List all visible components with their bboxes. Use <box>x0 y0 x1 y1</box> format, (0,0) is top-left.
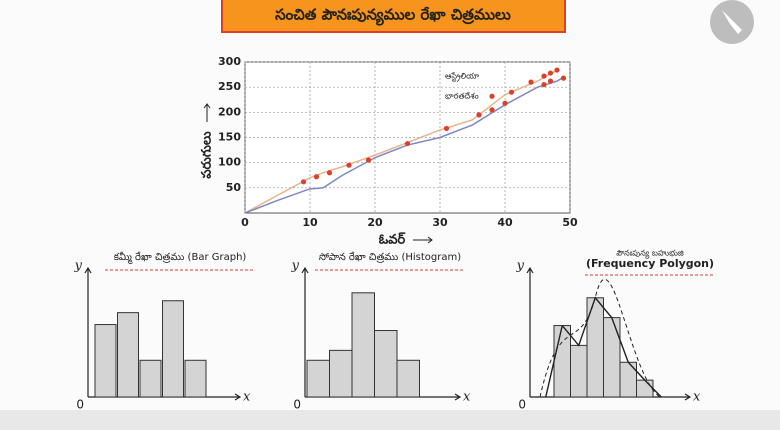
slide-title: సంచిత పౌనఃపున్యముల రేఖా చిత్రములు <box>275 6 511 27</box>
histogram-bar <box>329 349 353 398</box>
wicket-marker <box>554 67 560 73</box>
bar <box>184 359 207 398</box>
polygon-ends <box>545 325 662 398</box>
axes <box>526 266 692 401</box>
chart-subtitle: (Frequency Polygon) <box>586 257 714 270</box>
title-box <box>221 0 566 33</box>
logo-mark <box>722 10 742 34</box>
plot-area <box>244 61 571 214</box>
histogram-bar <box>306 359 330 398</box>
x-axis-label: x <box>463 390 471 405</box>
bar <box>94 324 117 398</box>
wicket-marker <box>489 93 495 99</box>
x-axis-label: x <box>693 390 701 405</box>
x-tick-label: 0 <box>241 216 249 229</box>
histogram-bar <box>619 361 637 398</box>
polygon-line <box>561 296 646 381</box>
wicket-marker <box>541 82 547 88</box>
histogram-bar <box>570 344 588 398</box>
histogram-bar <box>374 330 398 398</box>
legend-label: భారతదేశం <box>445 92 479 101</box>
x-tick-label: 20 <box>367 216 383 229</box>
wicket-marker <box>547 78 554 84</box>
y-tick-label: 300 <box>218 55 241 68</box>
y-axis-label: y <box>516 259 525 274</box>
chart-title: కమ్మీ రేఖా చిత్రము (Bar Graph) <box>114 251 247 264</box>
smooth-curve <box>539 278 661 398</box>
y-axis-label: పరుగులు <box>200 131 215 179</box>
histogram-bar <box>351 292 375 398</box>
wicket-marker <box>508 89 515 95</box>
wicket-marker <box>326 170 333 176</box>
wicket-marker <box>489 107 495 113</box>
axes <box>84 266 242 401</box>
chart-title: పౌనఃపున్య బహుభుజి <box>616 249 684 260</box>
wicket-marker <box>476 112 482 118</box>
x-axis-label: ఓవర్ <box>379 232 406 248</box>
x-arrow <box>413 236 433 244</box>
y-tick-label: 50 <box>226 181 242 194</box>
wicket-marker <box>547 70 554 76</box>
x-tick-label: 10 <box>302 216 318 229</box>
x-tick-label: 50 <box>562 216 578 229</box>
wicket-marker <box>300 179 307 185</box>
origin-label: 0 <box>293 398 301 412</box>
wicket-marker <box>404 140 411 147</box>
y-tick-label: 100 <box>218 156 241 169</box>
y-axis-label: y <box>74 259 83 274</box>
bottom-strip <box>0 410 780 430</box>
chart-title: సోపాన రేఖా చిత్రము (Histogram) <box>319 251 461 263</box>
wicket-marker <box>313 174 320 180</box>
x-tick-label: 40 <box>497 216 513 229</box>
histogram-bar <box>396 359 420 398</box>
wicket-marker <box>443 125 450 132</box>
wicket-marker <box>560 75 567 81</box>
bar <box>117 312 139 398</box>
histogram-bar <box>603 317 621 398</box>
wicket-marker <box>346 162 352 168</box>
y-tick-label: 250 <box>218 80 241 93</box>
wicket-marker <box>541 73 547 79</box>
bar <box>162 300 184 398</box>
wicket-marker <box>365 157 372 163</box>
y-arrow <box>203 103 211 122</box>
wicket-marker <box>528 79 534 85</box>
y-axis-label: y <box>291 259 300 274</box>
axes <box>301 266 462 401</box>
x-tick-label: 30 <box>432 216 448 229</box>
legend-label: ఆస్ట్రేలియా <box>445 72 479 83</box>
origin-label: 0 <box>518 398 526 412</box>
y-tick-label: 150 <box>218 131 241 144</box>
y-tick-label: 200 <box>218 105 241 118</box>
bar <box>139 359 162 398</box>
origin-label: 0 <box>76 398 84 412</box>
wicket-marker <box>502 100 508 106</box>
histogram-bar <box>553 325 571 398</box>
x-axis-label: x <box>243 390 251 405</box>
histogram-bar <box>636 379 654 398</box>
